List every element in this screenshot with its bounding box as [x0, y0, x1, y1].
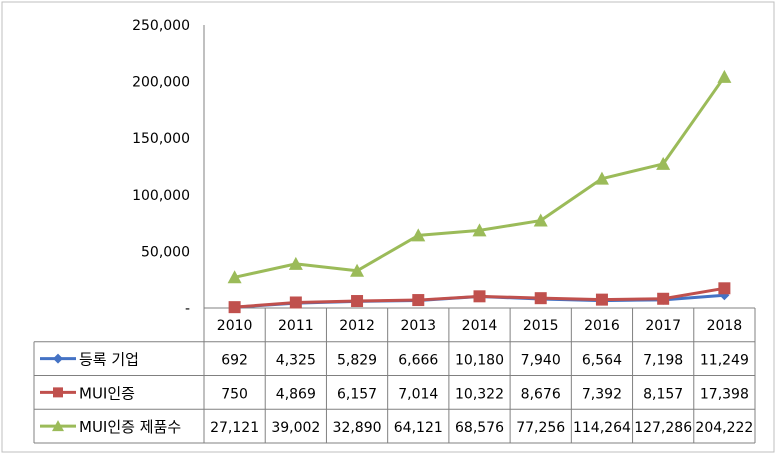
data-point	[657, 292, 670, 305]
x-category-label: 2017	[645, 318, 681, 334]
table-cell-value: 10,322	[455, 386, 504, 402]
data-point	[534, 292, 547, 305]
data-point	[227, 270, 242, 284]
x-category-label: 2013	[400, 318, 436, 334]
y-tick-label: 150,000	[132, 131, 190, 147]
data-point	[52, 420, 64, 432]
table-cell-value: 8,157	[643, 386, 683, 402]
data-point	[473, 290, 486, 303]
data-point	[350, 263, 365, 277]
y-tick-label: 50,000	[141, 244, 190, 260]
table-cell-value: 68,576	[455, 420, 504, 436]
table-cell-value: 64,121	[394, 420, 443, 436]
table-cell-value: 114,264	[573, 420, 631, 436]
table-cell-value: 39,002	[271, 420, 320, 436]
data-point	[656, 156, 671, 170]
x-category-label: 2014	[462, 318, 498, 334]
x-category-label: 2016	[584, 318, 620, 334]
y-tick-label: 200,000	[132, 75, 190, 91]
series-name-label: MUI인증 제품수	[79, 418, 181, 436]
data-point	[53, 353, 63, 364]
data-point	[595, 293, 608, 306]
table-cell-value: 8,676	[521, 386, 561, 402]
table-cell-value: 6,157	[337, 386, 377, 402]
table-cell-value: 32,890	[333, 420, 382, 436]
data-point	[533, 213, 548, 227]
table-cell-value: 7,198	[643, 353, 683, 369]
data-point	[412, 294, 425, 307]
table-cell-value: 4,869	[276, 386, 316, 402]
data-point	[472, 223, 487, 237]
table-cell-value: 27,121	[210, 420, 259, 436]
table-cell-value: 7,392	[582, 386, 622, 402]
y-tick-label: 250,000	[132, 18, 190, 34]
data-point	[718, 282, 731, 295]
data-point	[289, 296, 302, 309]
data-point	[594, 171, 609, 185]
table-cell-value: 17,398	[700, 386, 749, 402]
table-cell-value: 6,666	[398, 353, 438, 369]
table-cell-value: 7,014	[398, 386, 438, 402]
y-tick-label: 100,000	[132, 188, 190, 204]
y-tick-label: -	[185, 301, 190, 317]
table-cell-value: 4,325	[276, 353, 316, 369]
table-cell-value: 127,286	[634, 420, 692, 436]
data-point	[288, 256, 303, 270]
table-cell-value: 6,564	[582, 353, 622, 369]
data-point	[53, 387, 63, 398]
x-category-label: 2012	[339, 318, 375, 334]
table-cell-value: 77,256	[516, 420, 565, 436]
table-cell-value: 692	[221, 353, 248, 369]
table-cell-value: 11,249	[700, 353, 749, 369]
data-point	[228, 301, 241, 314]
x-category-label: 2011	[278, 318, 314, 334]
table-cell-value: 10,180	[455, 353, 504, 369]
series-name-label: 등록 기업	[79, 351, 139, 369]
table-cell-value: 204,222	[695, 420, 753, 436]
x-category-label: 2018	[707, 318, 743, 334]
data-point	[351, 295, 364, 308]
x-category-label: 2010	[217, 318, 253, 334]
table-cell-value: 750	[221, 386, 248, 402]
table-cell-value: 7,940	[521, 353, 561, 369]
series-name-label: MUI인증	[79, 384, 135, 402]
data-point	[411, 228, 426, 242]
table-cell-value: 5,829	[337, 353, 377, 369]
data-point	[717, 69, 732, 83]
x-category-label: 2015	[523, 318, 559, 334]
